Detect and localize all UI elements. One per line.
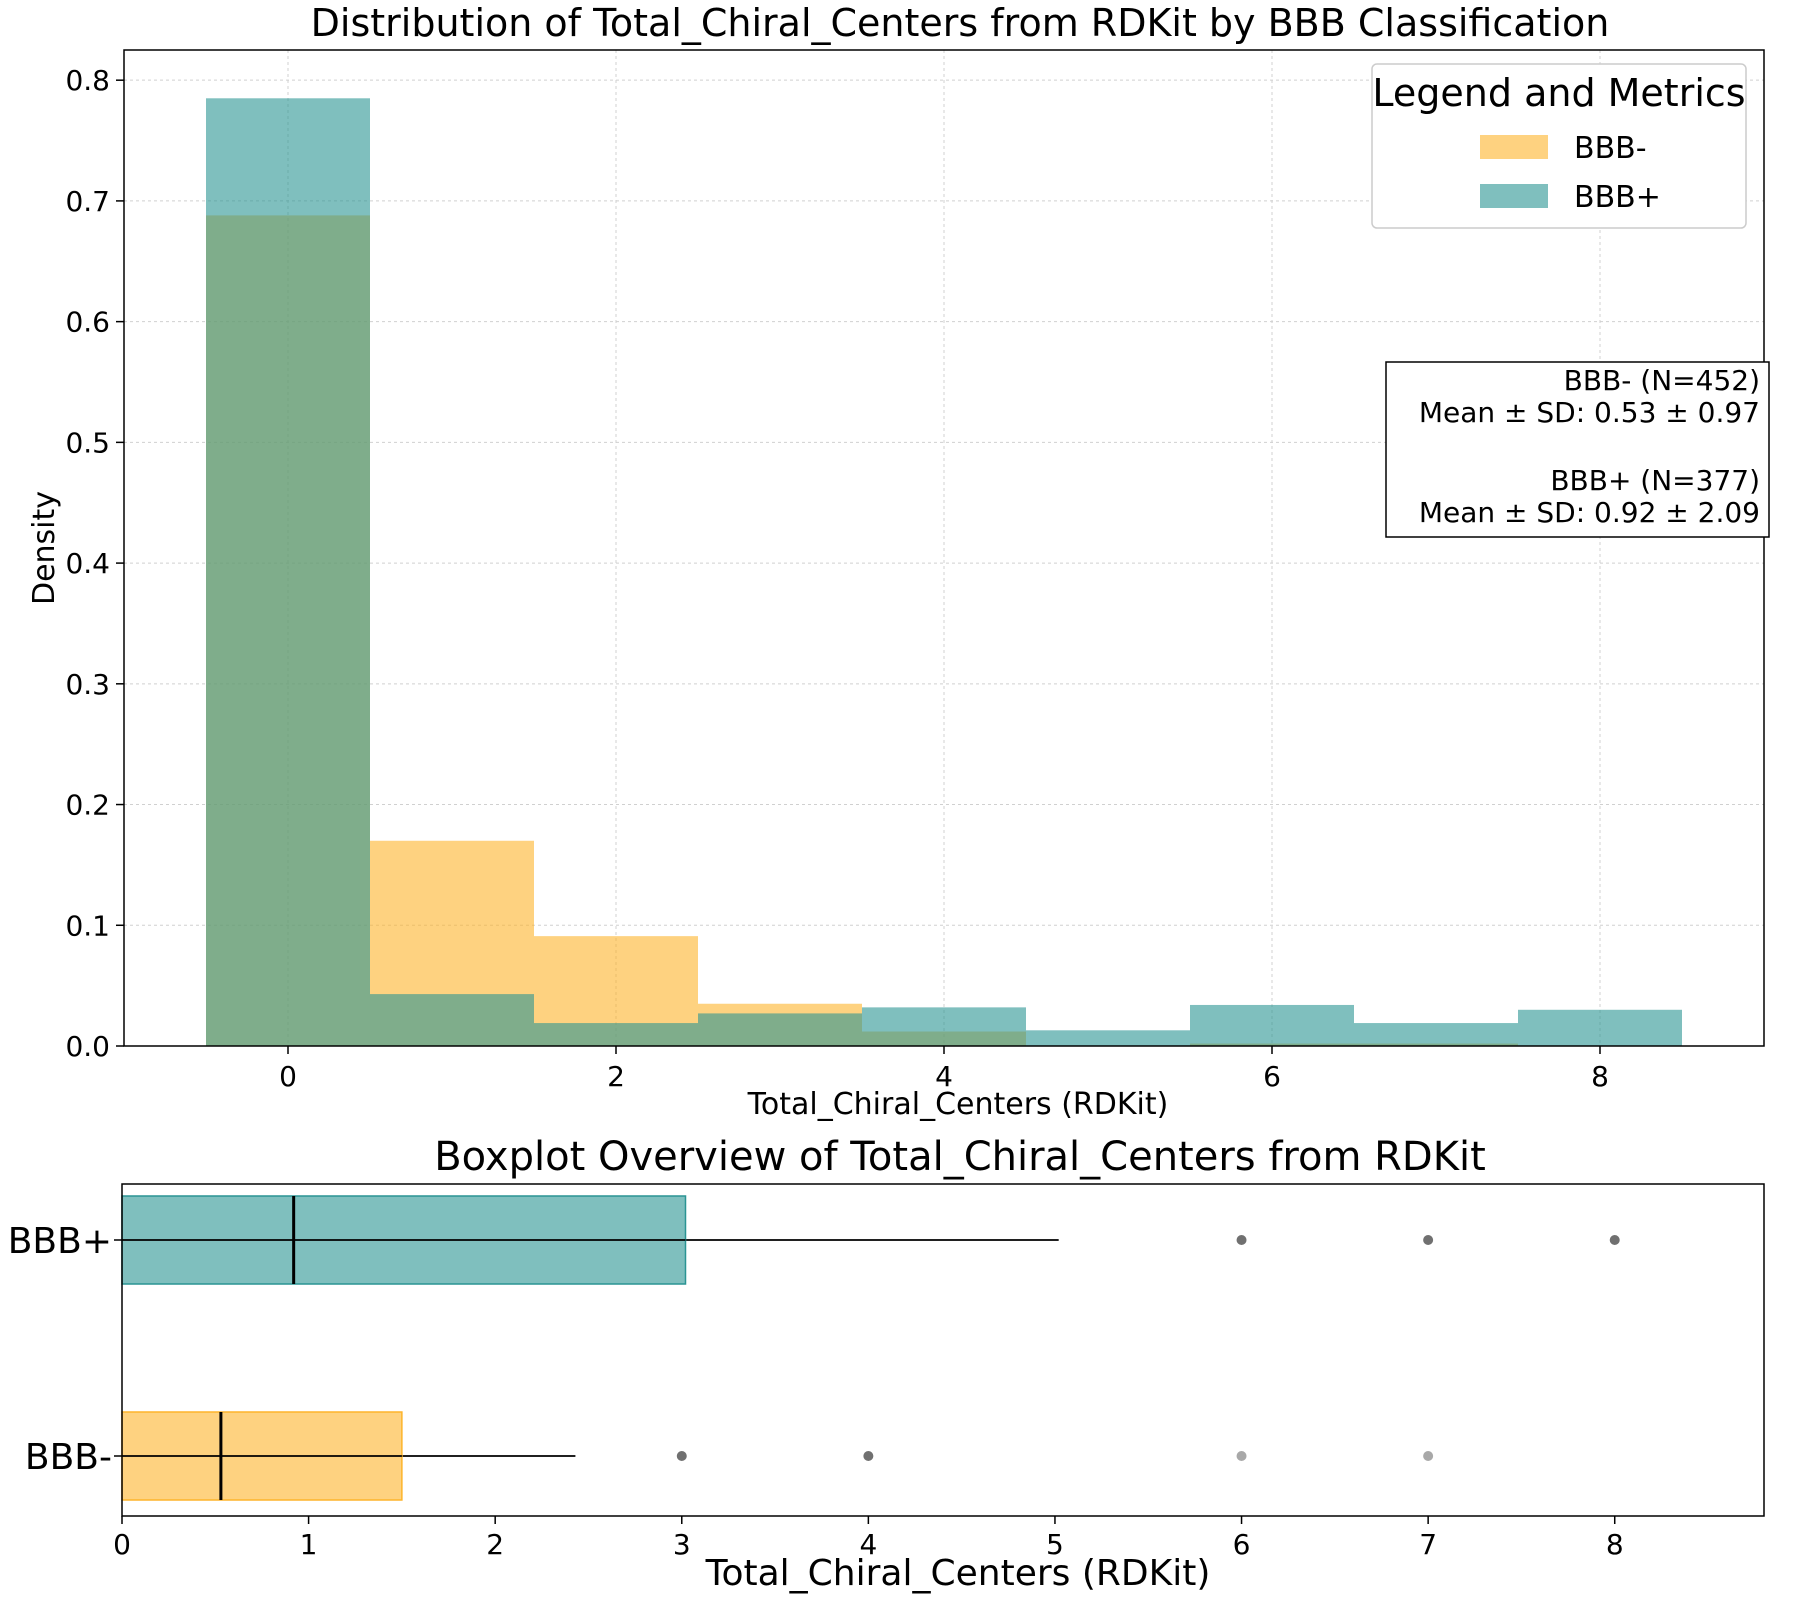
x-tick-label: 4 [935, 1060, 953, 1093]
outlier-point-bbbminus [676, 1451, 687, 1461]
histogram-x-axis-label: Total_Chiral_Centers (RDKit) [747, 1087, 1169, 1122]
boxplot-panel: Boxplot Overview of Total_Chiral_Centers… [8, 1134, 1765, 1594]
histogram-bars [206, 98, 1682, 1047]
x-tick-label: 7 [1419, 1528, 1437, 1561]
legend-swatch-bbb-plus [1480, 184, 1548, 208]
y-tick-label: 0.5 [65, 426, 110, 459]
histogram-bar-bbbplus [1026, 1030, 1190, 1046]
histogram-panel: Distribution of Total_Chiral_Centers fro… [27, 1, 1770, 1122]
y-tick-label: 0.0 [65, 1030, 110, 1063]
x-tick-label: 0 [113, 1528, 131, 1561]
metrics-line: Mean ± SD: 0.53 ± 0.97 [1419, 396, 1760, 429]
boxplot-frame [121, 1183, 1765, 1517]
y-tick-label: BBB- [25, 1437, 112, 1478]
boxplot-x-ticks: 0 1 2 3 4 5 6 7 8 [113, 1516, 1624, 1561]
y-tick-label: 0.2 [65, 789, 110, 822]
histogram-bar-bbbplus [862, 1007, 1026, 1046]
x-tick-label: 0 [279, 1060, 297, 1093]
histogram-y-axis-label: Density [27, 491, 62, 605]
outlier-point-bbbminus [1236, 1451, 1247, 1461]
outlier-point-bbbminus [863, 1451, 874, 1461]
histogram-bar-bbbplus [1518, 1009, 1682, 1046]
metrics-line: BBB- (N=452) [1564, 364, 1760, 397]
x-tick-label: 3 [673, 1528, 691, 1561]
boxplot-x-axis-label: Total_Chiral_Centers (RDKit) [705, 1553, 1211, 1594]
y-tick-label: 0.1 [65, 909, 110, 942]
x-tick-label: 2 [486, 1528, 504, 1561]
x-tick-label: 8 [1606, 1528, 1624, 1561]
histogram-x-ticks: 0 2 4 6 8 [279, 1046, 1609, 1093]
metrics-box: BBB- (N=452) Mean ± SD: 0.53 ± 0.97 BBB+… [1385, 361, 1770, 538]
y-tick-label: 0.7 [65, 185, 110, 218]
x-tick-label: 6 [1233, 1528, 1251, 1561]
legend-label-bbb-minus: BBB- [1574, 131, 1647, 166]
x-tick-label: 6 [1263, 1060, 1281, 1093]
outlier-point-bbbplus [1609, 1235, 1620, 1245]
x-tick-label: 4 [859, 1528, 877, 1561]
legend: Legend and Metrics BBB- BBB+ [1371, 63, 1747, 229]
y-tick-label: 0.8 [65, 64, 110, 97]
legend-label-bbb-plus: BBB+ [1574, 180, 1661, 215]
histogram-bar-bbbplus [206, 98, 370, 1047]
y-tick-label: BBB+ [8, 1221, 112, 1262]
metrics-line: BBB+ (N=377) [1550, 464, 1760, 497]
histogram-bar-bbbplus [698, 1013, 862, 1046]
outlier-point-bbbminus [1423, 1451, 1434, 1461]
x-tick-label: 2 [607, 1060, 625, 1093]
outlier-point-bbbplus [1236, 1235, 1247, 1245]
y-tick-label: 0.4 [65, 547, 110, 580]
legend-frame [1371, 63, 1747, 229]
x-tick-label: 5 [1046, 1528, 1064, 1561]
x-tick-label: 8 [1591, 1060, 1609, 1093]
boxplot-title: Boxplot Overview of Total_Chiral_Centers… [434, 1134, 1486, 1180]
metrics-line: Mean ± SD: 0.92 ± 2.09 [1419, 496, 1760, 529]
outlier-point-bbbplus [1423, 1235, 1434, 1245]
boxplot-y-ticks: BBB+ BBB- [8, 1221, 122, 1478]
histogram-title: Distribution of Total_Chiral_Centers fro… [311, 1, 1610, 45]
histogram-y-ticks: 0.0 0.1 0.2 0.3 0.4 0.5 0.6 0.7 0.8 [65, 64, 124, 1063]
y-tick-label: 0.3 [65, 668, 110, 701]
legend-title: Legend and Metrics [1372, 71, 1745, 115]
histogram-bar-bbbplus [534, 1023, 698, 1046]
x-tick-label: 1 [300, 1528, 318, 1561]
legend-swatch-bbb-minus [1480, 135, 1548, 159]
histogram-bar-bbbplus [370, 994, 534, 1046]
boxplot-marks [121, 1195, 1620, 1501]
y-tick-label: 0.6 [65, 306, 110, 339]
histogram-bar-bbbplus [1354, 1023, 1518, 1046]
histogram-bar-bbbplus [1190, 1004, 1354, 1046]
metrics-box-frame [1385, 361, 1770, 538]
